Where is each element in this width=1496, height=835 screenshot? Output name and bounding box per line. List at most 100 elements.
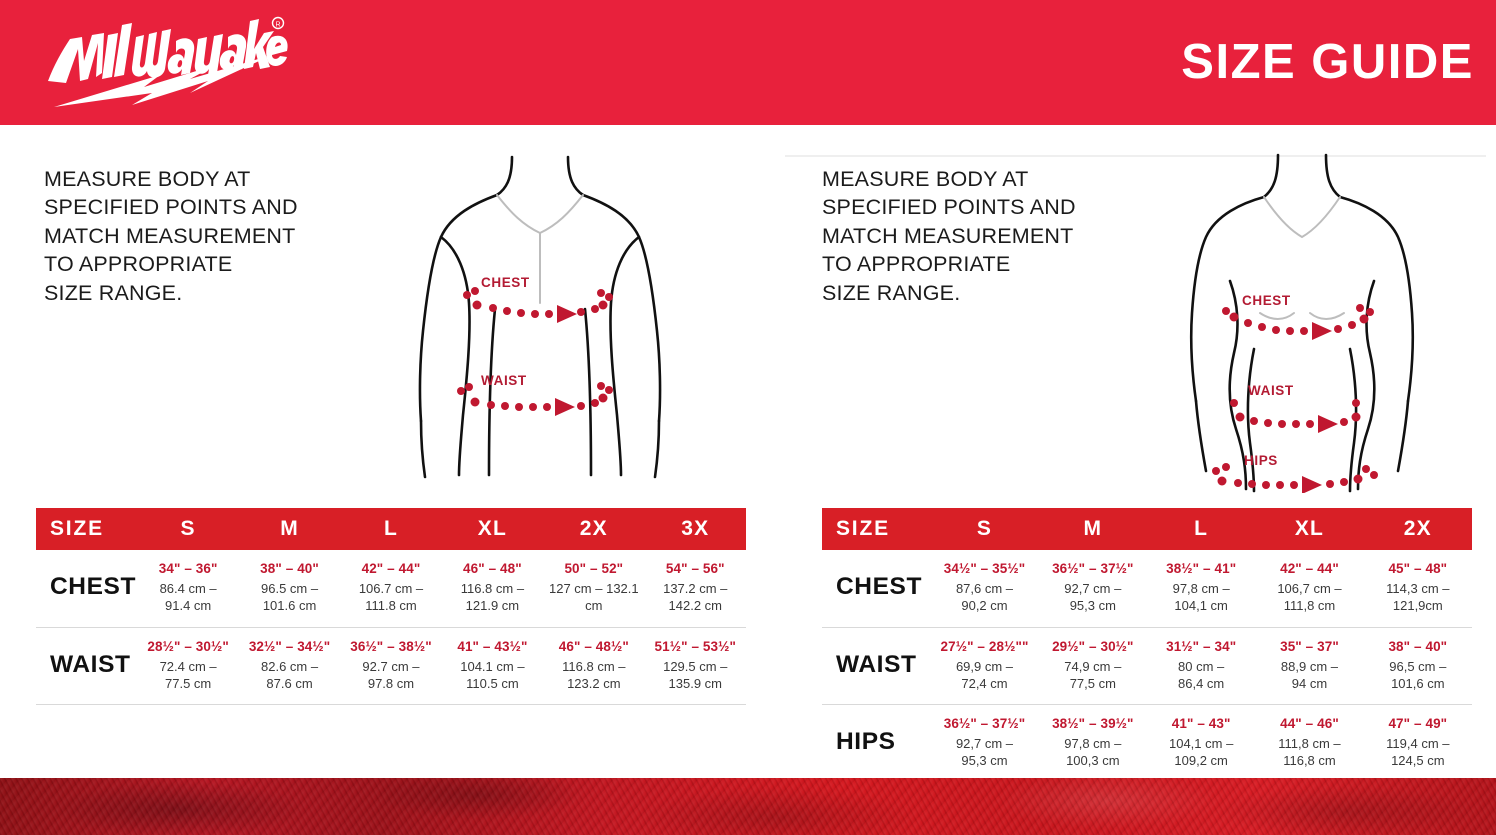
cell-hips-xl: 44" – 46" 111,8 cm – 116,8 cm [1255, 704, 1364, 783]
table-row: CHEST 34½" – 35½" 87,6 cm – 90,2 cm 36½"… [822, 550, 1472, 628]
cell-waist-2x: 46" – 48½" 116.8 cm – 123.2 cm [543, 627, 645, 706]
cell-waist-2x: 38" – 40" 96,5 cm – 101,6 cm [1363, 627, 1472, 706]
value-inches: 32½" – 34½" [248, 638, 331, 654]
waist-label: WAIST [481, 373, 527, 388]
column-header-s: S [137, 508, 239, 550]
value-cm: 104.1 cm – 110.5 cm [460, 658, 525, 691]
value-cm: 106.7 cm – 111.8 cm [358, 581, 424, 614]
cell-waist-s: 28½" – 30½" 72.4 cm – 77.5 cm [137, 627, 239, 706]
value-cm: 111,8 cm – 116,8 cm [1278, 736, 1341, 769]
mens-panel: MEASURE BODY AT SPECIFIED POINTS AND MAT… [0, 125, 760, 770]
value-inches: 38" – 40" [260, 561, 319, 576]
value-cm: 92.7 cm – 97.8 cm [362, 658, 420, 691]
value-cm: 119,4 cm – 124,5 cm [1386, 736, 1450, 769]
value-inches: 35" – 37" [1280, 638, 1339, 654]
panel-divider-rule [785, 155, 1486, 157]
womens-panel: MEASURE BODY AT SPECIFIED POINTS AND MAT… [760, 125, 1496, 783]
cell-waist-3x: 51½" – 53½" 129.5 cm – 135.9 cm [644, 627, 746, 706]
cell-chest-xl: 42" – 44" 106,7 cm – 111,8 cm [1255, 550, 1364, 628]
cell-chest-s: 34" – 36" 86.4 cm – 91.4 cm [137, 550, 239, 628]
value-cm: 87,6 cm – 90,2 cm [955, 581, 1014, 614]
table-header-row: SIZE S M L XL 2X 3X [36, 508, 746, 550]
value-cm: 96.5 cm – 101.6 cm [261, 581, 319, 614]
value-inches: 27½" – 28½"" [940, 638, 1029, 654]
value-inches: 38½" – 39½" [1052, 716, 1134, 732]
value-cm: 97,8 cm – 100,3 cm [1064, 736, 1122, 769]
hips-label: HIPS [1244, 453, 1278, 468]
table-row: WAIST 27½" – 28½"" 69,9 cm – 72,4 cm 29½… [822, 627, 1472, 706]
value-inches: 45" – 48" [1388, 561, 1448, 576]
page-title: SIZE GUIDE [1181, 35, 1474, 89]
cell-hips-s: 36½" – 37½" 92,7 cm – 95,3 cm [930, 704, 1039, 783]
mens-size-table: SIZE S M L XL 2X 3X CHEST 34" – 36" [36, 508, 746, 706]
cell-chest-2x: 45" – 48" 114,3 cm – 121,9cm [1363, 550, 1472, 628]
value-inches: 50" – 52" [564, 561, 624, 576]
table-header-row: SIZE S M L XL 2X [822, 508, 1472, 550]
value-inches: 41" – 43½" [457, 638, 528, 654]
value-inches: 28½" – 30½" [147, 638, 229, 654]
cell-waist-m: 32½" – 34½" 82.6 cm – 87.6 cm [238, 627, 341, 706]
waist-label: WAIST [1248, 383, 1294, 398]
cell-chest-m: 36½" – 37½" 92,7 cm – 95,3 cm [1038, 550, 1147, 628]
column-header-s: S [930, 508, 1039, 550]
column-header-xl: XL [441, 508, 544, 550]
cell-hips-2x: 47" – 49" 119,4 cm – 124,5 cm [1363, 704, 1472, 783]
value-inches: 36½" – 37½" [1052, 561, 1134, 576]
female-body-diagram: CHEST WAIST [1160, 153, 1440, 498]
value-cm: 92,7 cm – 95,3 cm [955, 736, 1014, 769]
value-cm: 106,7 cm – 111,8 cm [1277, 581, 1342, 614]
value-cm: 116.8 cm – 123.2 cm [562, 658, 626, 691]
value-inches: 44" – 46" [1280, 716, 1339, 732]
value-inches: 34" – 36" [158, 561, 218, 576]
value-inches: 47" – 49" [1388, 716, 1448, 732]
value-inches: 41" – 43" [1171, 716, 1231, 732]
cell-chest-l: 42" – 44" 106.7 cm – 111.8 cm [340, 550, 442, 628]
footer-noise-overlay [0, 778, 1496, 835]
value-cm: 116.8 cm – 121.9 cm [460, 581, 525, 614]
cell-chest-l: 38½" – 41" 97,8 cm – 104,1 cm [1146, 550, 1256, 628]
value-cm: 69,9 cm – 72,4 cm [955, 658, 1014, 691]
value-inches: 36½" – 37½" [943, 716, 1026, 732]
value-inches: 34½" – 35½" [943, 561, 1026, 576]
page-header: R SIZE GUIDE [0, 0, 1496, 125]
cell-waist-l: 31½" – 34" 80 cm – 86,4 cm [1146, 627, 1256, 706]
row-label-waist: WAIST [36, 627, 138, 706]
column-header-2x: 2X [1363, 508, 1472, 550]
value-inches: 38½" – 41" [1166, 561, 1237, 576]
cell-waist-xl: 41" – 43½" 104.1 cm – 110.5 cm [441, 627, 544, 706]
table-row: HIPS 36½" – 37½" 92,7 cm – 95,3 cm 38½" … [822, 704, 1472, 783]
row-label-hips: HIPS [822, 704, 931, 783]
value-cm: 114,3 cm – 121,9cm [1386, 581, 1450, 614]
value-inches: 46" – 48½" [558, 638, 629, 654]
cell-chest-3x: 54" – 56" 137.2 cm – 142.2 cm [644, 550, 746, 628]
panels-container: MEASURE BODY AT SPECIFIED POINTS AND MAT… [0, 125, 1496, 783]
cell-chest-m: 38" – 40" 96.5 cm – 101.6 cm [238, 550, 341, 628]
value-cm: 127 cm – 132.1 cm [549, 581, 639, 614]
value-cm: 88,9 cm – 94 cm [1280, 658, 1339, 691]
cell-hips-l: 41" – 43" 104,1 cm – 109,2 cm [1146, 704, 1256, 783]
cell-waist-s: 27½" – 28½"" 69,9 cm – 72,4 cm [930, 627, 1039, 706]
value-inches: 38" – 40" [1388, 638, 1448, 654]
column-header-l: L [1146, 508, 1256, 550]
value-cm: 92,7 cm – 95,3 cm [1064, 581, 1122, 614]
footer-texture-bar [0, 778, 1496, 835]
chest-label: CHEST [481, 275, 530, 290]
column-header-3x: 3X [644, 508, 746, 550]
value-inches: 36½" – 38½" [350, 638, 432, 654]
male-body-diagram: CHEST WAIST [405, 153, 675, 488]
table-row: CHEST 34" – 36" 86.4 cm – 91.4 cm 38" – … [36, 550, 746, 628]
row-label-chest: CHEST [822, 550, 931, 628]
cell-waist-m: 29½" – 30½" 74,9 cm – 77,5 cm [1038, 627, 1147, 706]
column-header-size: SIZE [822, 508, 931, 550]
cell-hips-m: 38½" – 39½" 97,8 cm – 100,3 cm [1038, 704, 1147, 783]
value-cm: 97,8 cm – 104,1 cm [1172, 581, 1230, 614]
column-header-m: M [238, 508, 341, 550]
value-inches: 46" – 48" [463, 561, 522, 576]
table-row: WAIST 28½" – 30½" 72.4 cm – 77.5 cm 32½"… [36, 627, 746, 706]
row-label-waist: WAIST [822, 627, 931, 706]
column-header-m: M [1038, 508, 1147, 550]
column-header-l: L [340, 508, 442, 550]
value-cm: 129.5 cm – 135.9 cm [663, 658, 728, 691]
value-cm: 86.4 cm – 91.4 cm [159, 581, 217, 614]
